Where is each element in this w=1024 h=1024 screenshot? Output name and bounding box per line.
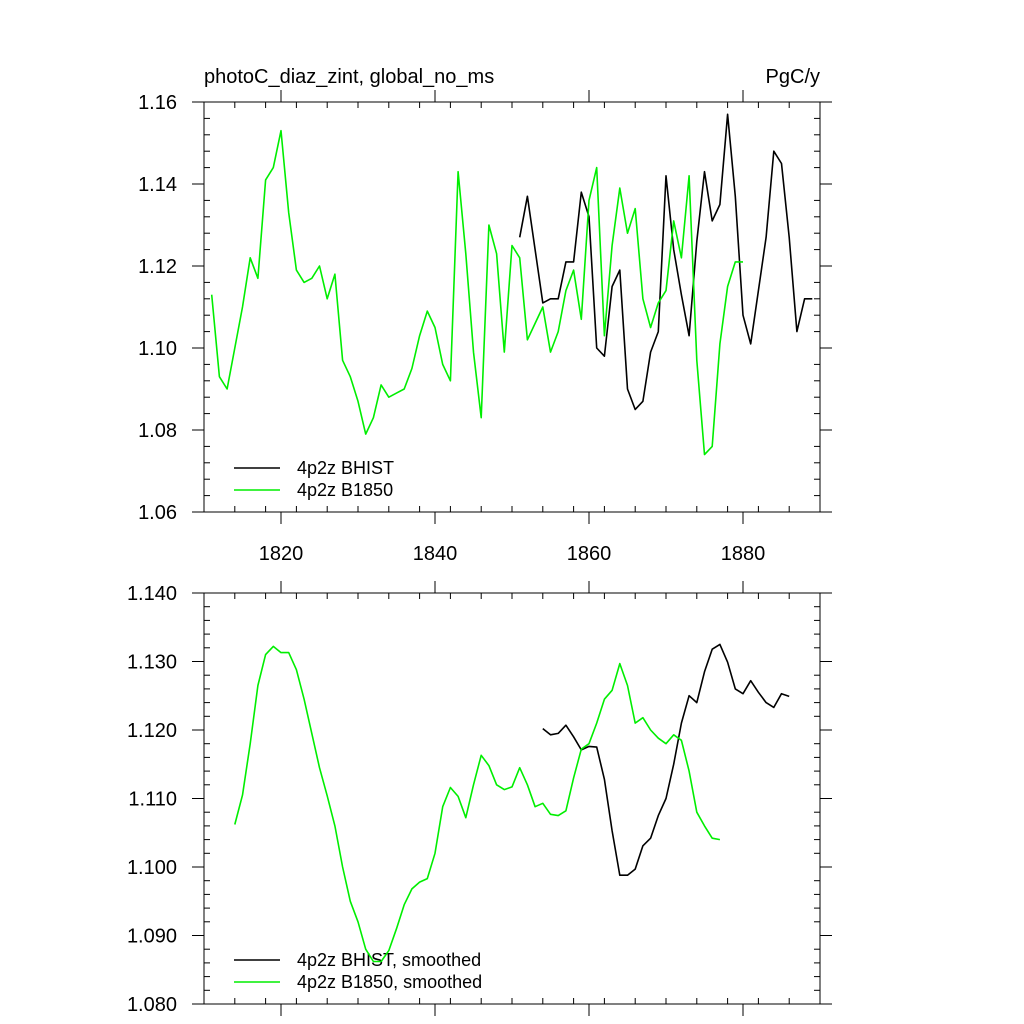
y-tick-label: 1.120 <box>127 720 177 742</box>
series-line-bhist <box>542 643 790 877</box>
y-tick-label: 1.110 <box>128 789 177 811</box>
plot-frame <box>203 592 821 1005</box>
y-tick-label: 1.090 <box>127 926 177 948</box>
legend-label: 4p2z BHIST, smoothed <box>297 950 481 970</box>
legend-label: 4p2z BHIST <box>297 458 394 478</box>
y-tick-label: 1.06 <box>138 502 177 524</box>
top-plot: 1820 1840 1860 1880 1.06 1.08 1.10 1.12 1.14 1.16… <box>138 90 832 565</box>
bottom-plot: 1.080 1.090 1.100 1.110 1.120 1.130 1.140 4p2z … <box>127 581 832 1016</box>
legend-label: 4p2z B1850, smoothed <box>297 972 482 992</box>
y-tick-label: 1.100 <box>127 857 177 879</box>
y-tick-label: 1.140 <box>127 583 177 605</box>
y-tick-label: 1.12 <box>138 256 177 278</box>
legend-label: 4p2z B1850 <box>297 480 393 500</box>
x-tick-label: 1840 <box>413 543 458 565</box>
x-tick-label: 1880 <box>721 543 766 565</box>
plot-frame <box>203 101 821 513</box>
x-tick-label: 1820 <box>259 543 304 565</box>
y-tick-label: 1.10 <box>138 338 177 360</box>
y-tick-label: 1.14 <box>138 174 177 196</box>
chart-units: PgC/y <box>766 66 820 88</box>
y-tick-label: 1.16 <box>138 92 177 114</box>
series-line-b1850 <box>234 645 721 963</box>
series-line-bhist <box>518 113 813 411</box>
y-tick-label: 1.130 <box>127 652 177 674</box>
series-line-b1850 <box>210 129 743 456</box>
y-tick-label: 1.080 <box>127 994 177 1016</box>
chart-title: photoC_diaz_zint, global_no_ms <box>204 66 494 88</box>
y-tick-label: 1.08 <box>138 420 177 442</box>
x-tick-label: 1860 <box>567 543 612 565</box>
